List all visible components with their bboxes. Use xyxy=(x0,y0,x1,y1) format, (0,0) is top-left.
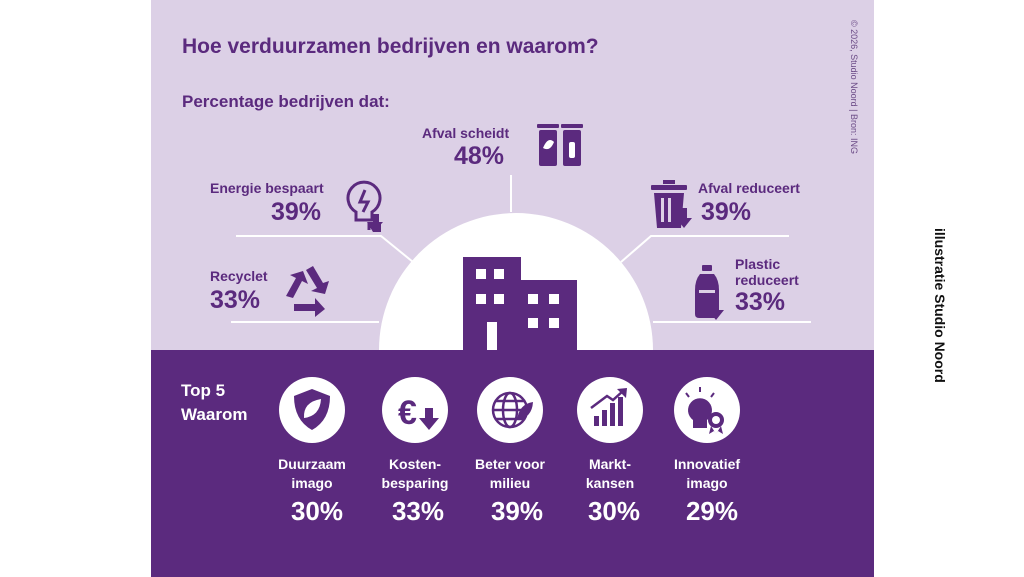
lightbulb-award-icon xyxy=(685,387,724,434)
euro-down-icon: € xyxy=(398,394,439,432)
reason-value-innovatief-imago: 29% xyxy=(685,496,739,526)
copyright-note: © 2026, Studio Noord | Bron: ING xyxy=(849,20,859,155)
page-title: Hoe verduurzamen bedrijven en waarom? xyxy=(182,35,599,58)
reason-value-kostenbesparing: 33% xyxy=(391,496,445,526)
connector-lines xyxy=(231,175,811,323)
down-arrow-icon xyxy=(369,214,383,230)
reason-value-marktkansen: 30% xyxy=(587,496,641,526)
growth-chart-icon xyxy=(590,388,627,426)
illustration-credit: illustratie Studio Noord xyxy=(932,228,948,383)
reasons-title-line2: Waarom xyxy=(181,405,248,424)
action-value-energie: 39% xyxy=(271,198,322,226)
globe-leaf-icon xyxy=(491,391,533,429)
action-label-energie: Energie bespaart xyxy=(210,180,324,196)
infographic-graphics: € xyxy=(151,0,874,577)
building-icon xyxy=(463,257,577,350)
leaf-shield-icon xyxy=(294,389,330,430)
reasons-title-line1: Top 5 xyxy=(181,381,226,400)
reason-label-beter-voor-milieu: Beter voor milieu xyxy=(474,456,546,491)
plastic-bottle-reduce-icon xyxy=(695,265,724,320)
action-value-plastic: 33% xyxy=(735,288,786,316)
reason-label-innovatief-imago: Innovatief imago xyxy=(673,456,741,491)
action-label-recyclet: Recyclet xyxy=(210,268,268,284)
svg-text:€: € xyxy=(398,394,417,432)
reason-value-beter-voor-milieu: 39% xyxy=(490,496,544,526)
action-value-afval-reduceert: 39% xyxy=(701,198,752,226)
action-value-recyclet: 33% xyxy=(210,286,261,314)
trash-can-reduce-icon xyxy=(651,180,692,228)
action-label-afval-scheidt: Afval scheidt xyxy=(422,125,510,141)
reason-label-duurzaam-imago: Duurzaam imago xyxy=(278,456,346,491)
recycle-icon xyxy=(286,266,329,317)
action-label-plastic-line1: Plastic xyxy=(735,256,781,272)
reason-label-kostenbesparing: Kosten-besparing xyxy=(381,456,449,491)
action-value-afval-scheidt: 48% xyxy=(454,142,505,170)
waste-bins-icon xyxy=(537,124,583,166)
action-label-plastic-line2: reduceert xyxy=(735,272,799,288)
action-label-afval-reduceert: Afval reduceert xyxy=(698,180,800,196)
page-subtitle: Percentage bedrijven dat: xyxy=(182,92,390,111)
infographic: € xyxy=(151,0,874,577)
reason-value-duurzaam-imago: 30% xyxy=(290,496,344,526)
reason-label-marktkansen: Markt-kansen xyxy=(585,456,635,491)
